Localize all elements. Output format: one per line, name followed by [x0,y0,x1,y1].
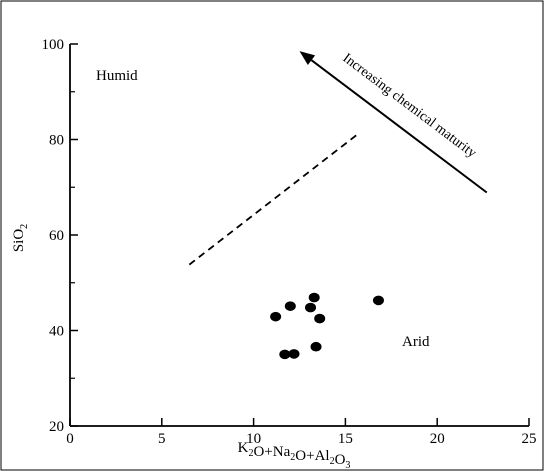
y-tick-label: 100 [42,37,65,53]
maturity-annotation: Increasing chemical maturity [340,51,479,161]
x-tick-label: 5 [158,431,166,447]
data-point [372,295,384,306]
x-tick-label: 15 [338,431,353,447]
x-axis-title: K2O+Na2O+Al2O3 [238,440,351,471]
humid-arid-boundary [188,131,361,266]
x-tick-label: 20 [430,431,445,447]
data-point [310,341,322,352]
y-tick-label: 40 [49,324,64,340]
y-tick-label: 20 [49,419,64,435]
data-point [314,313,326,324]
humid-region-label: Humid [96,68,138,84]
x-ticks: 0 5 10 15 20 25 [66,418,537,447]
x-tick-label: 25 [522,431,537,447]
x-tick-label: 10 [246,431,261,447]
data-points [270,292,384,360]
maturity-arrow [310,59,488,194]
data-point [305,302,317,313]
arid-region-label: Arid [402,334,430,350]
x-tick-label: 0 [66,431,74,447]
data-point [288,349,300,359]
data-point [308,292,320,303]
y-ticks: 20 40 60 80 100 [42,37,78,435]
y-axis-title: SiO2 [11,224,30,252]
y-tick-label: 60 [49,228,64,244]
data-point [284,301,296,311]
data-point [279,349,291,360]
data-point [270,311,282,322]
y-tick-label: 80 [49,133,64,149]
maturity-arrowhead [299,51,316,65]
